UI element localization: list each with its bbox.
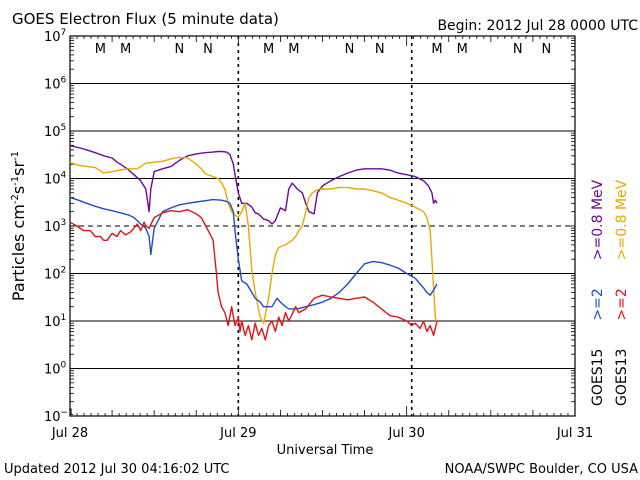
series-line	[69, 196, 438, 310]
marker-label: M	[288, 42, 299, 57]
x-tick-label: Jul 31	[556, 426, 593, 441]
marker-label: M	[120, 42, 131, 57]
marker-label: N	[345, 42, 355, 57]
credit-label: NOAA/SWPC Boulder, CO USA	[445, 462, 638, 477]
marker-label: N	[542, 42, 552, 57]
x-tick-labels: Jul 28 Jul 29 Jul 30 Jul 31	[51, 426, 593, 441]
y-tick-label: 10−1	[44, 408, 74, 425]
axis-ticks	[69, 36, 576, 417]
y-tick-label: 107	[44, 28, 66, 45]
y-axis-label: Particles cm-2s-1sr-1	[9, 151, 28, 301]
marker-label: M	[457, 42, 468, 57]
y-tick-label: 101	[44, 313, 66, 330]
y-tick-label: 105	[44, 123, 66, 140]
series-line	[69, 208, 438, 341]
data-series	[69, 145, 438, 341]
marker-label: M	[263, 42, 274, 57]
grid	[70, 36, 575, 416]
x-tick-label: Jul 29	[219, 426, 256, 441]
legend-col1: GOES15>=2>=0.8 MeV	[590, 179, 606, 406]
x-axis-label: Universal Time	[277, 443, 374, 458]
x-tick-label: Jul 30	[387, 426, 424, 441]
y-tick-labels: 107 106 105 104 103 102 101 100 10−1	[44, 28, 74, 425]
marker-label: M	[431, 42, 442, 57]
y-tick-label: 102	[44, 266, 66, 283]
series-line	[69, 145, 438, 225]
begin-label: Begin: 2012 Jul 28 0000 UTC	[437, 18, 638, 34]
legend: GOES15>=2>=0.8 MeV GOES13>=2>=0.8 MeV	[590, 179, 630, 406]
chart-title: GOES Electron Flux (5 minute data)	[12, 10, 279, 28]
marker-label: N	[203, 42, 213, 57]
y-tick-label: 106	[44, 76, 67, 93]
marker-label: M	[95, 42, 106, 57]
marker-label: N	[513, 42, 523, 57]
series-line	[69, 156, 438, 324]
updated-timestamp: Updated 2012 Jul 30 04:16:02 UTC	[4, 462, 229, 477]
x-tick-label: Jul 28	[51, 426, 88, 441]
legend-col2: GOES13>=2>=0.8 MeV	[614, 179, 630, 406]
marker-label: N	[375, 42, 385, 57]
marker-label: N	[175, 42, 185, 57]
y-tick-label: 103	[44, 218, 66, 235]
y-tick-label: 100	[44, 361, 67, 378]
y-tick-label: 104	[44, 171, 67, 188]
